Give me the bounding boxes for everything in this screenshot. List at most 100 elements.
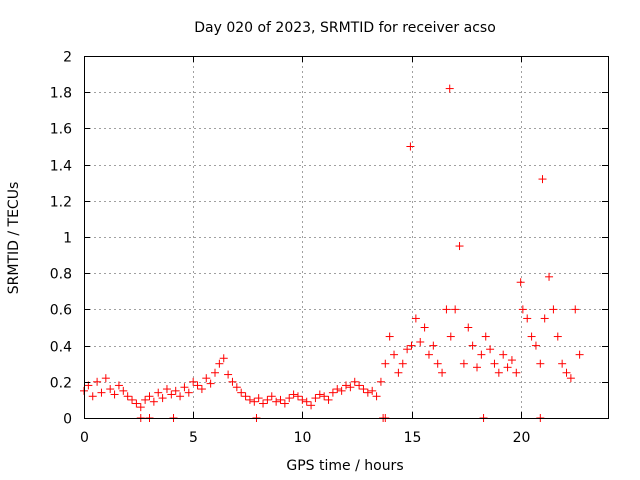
data-point (101, 374, 110, 383)
data-point (523, 314, 532, 323)
axis-ticks: 0 5 10 15 20 0 0.2 0.4 0.6 0.8 1 1.2 1.4 1.6 1.8 2 (50, 50, 608, 446)
data-point (293, 392, 302, 401)
data-point (320, 392, 329, 401)
data-point (311, 394, 320, 403)
data-point (468, 341, 477, 350)
data-point (355, 381, 364, 390)
y-tick-label: 2 (63, 50, 72, 66)
data-point (232, 383, 241, 392)
data-point (442, 305, 451, 314)
data-point (385, 332, 394, 341)
x-tick-label: 5 (189, 430, 198, 446)
data-point (333, 385, 342, 394)
data-point (553, 332, 562, 341)
data-point (451, 305, 460, 314)
data-point (154, 388, 163, 397)
data-point (328, 388, 337, 397)
data-point (346, 383, 355, 392)
data-point (571, 305, 580, 314)
x-tick-label: 10 (294, 430, 312, 446)
grid-lines (84, 56, 608, 419)
y-tick-label: 0.6 (50, 303, 72, 319)
data-point (376, 377, 385, 386)
data-point (536, 359, 545, 368)
data-point (315, 390, 324, 399)
data-point (158, 394, 167, 403)
data-point (411, 314, 420, 323)
data-point (575, 350, 584, 359)
data-point (566, 374, 575, 383)
data-point (298, 395, 307, 404)
data-point (237, 388, 246, 397)
data-point (285, 394, 294, 403)
data-point (507, 356, 516, 365)
y-tick-label: 1.4 (50, 159, 72, 175)
data-point (455, 242, 464, 251)
data-point (429, 341, 438, 350)
data-points (80, 84, 584, 422)
data-point (202, 374, 211, 383)
data-point (477, 350, 486, 359)
y-tick-label: 0 (63, 412, 72, 428)
data-point (407, 341, 416, 350)
data-point (342, 381, 350, 390)
data-point (241, 392, 250, 401)
data-point (193, 381, 202, 390)
data-point (267, 392, 276, 401)
x-tick-label: 15 (404, 430, 422, 446)
data-point (162, 385, 171, 394)
data-point (499, 350, 508, 359)
data-point (359, 385, 368, 394)
data-point (136, 403, 145, 412)
data-point (459, 359, 468, 368)
data-point (324, 395, 333, 404)
data-point (128, 395, 137, 404)
data-point (272, 397, 281, 406)
data-point (219, 354, 228, 363)
data-point (394, 368, 403, 377)
data-point (215, 359, 224, 368)
data-point (189, 377, 198, 386)
data-point (516, 278, 525, 287)
data-point (403, 345, 412, 354)
data-point (280, 399, 289, 408)
data-point (149, 397, 158, 406)
data-point (307, 401, 316, 410)
data-point (445, 84, 454, 93)
data-point (289, 390, 298, 399)
y-tick-label: 0.2 (50, 376, 72, 392)
data-point (123, 392, 132, 401)
x-axis-label: GPS time / hours (286, 458, 403, 474)
data-point (245, 395, 254, 404)
data-point (337, 386, 346, 395)
data-point (302, 397, 311, 406)
data-point (114, 381, 123, 390)
data-point (424, 350, 433, 359)
data-point (486, 345, 495, 354)
data-point (184, 388, 193, 397)
data-point (558, 359, 567, 368)
data-point (372, 392, 381, 401)
data-point (145, 392, 154, 401)
data-point (464, 323, 473, 332)
data-point (110, 390, 119, 399)
data-point (446, 332, 455, 341)
data-point (549, 305, 558, 314)
data-point (141, 395, 150, 404)
data-point (562, 368, 571, 377)
data-point (88, 392, 97, 401)
data-point (228, 377, 237, 386)
data-point (211, 368, 219, 377)
data-point (512, 368, 521, 377)
data-point (518, 305, 527, 314)
y-tick-label: 0.8 (50, 267, 72, 283)
data-point (363, 388, 372, 397)
data-point (416, 337, 425, 346)
data-point (527, 332, 536, 341)
data-point (420, 323, 429, 332)
data-point (545, 272, 554, 281)
data-point (381, 359, 390, 368)
chart-title: Day 020 of 2023, SRMTID for receiver acs… (194, 20, 496, 36)
y-tick-label: 1 (63, 231, 72, 247)
data-point (538, 175, 547, 184)
